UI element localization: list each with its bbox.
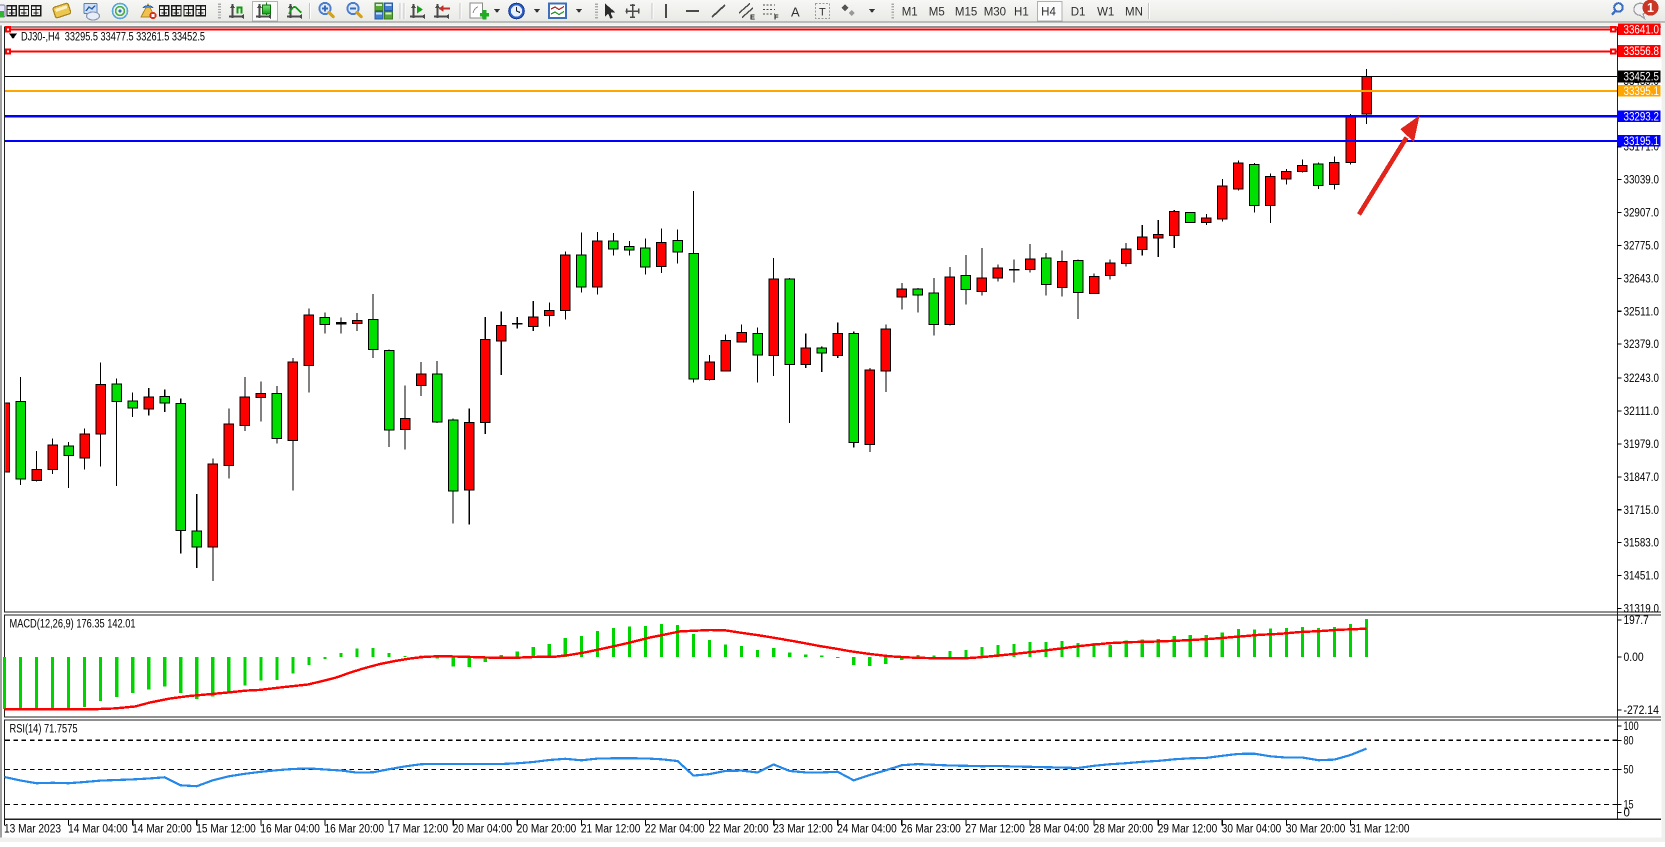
svg-text:27 Mar 12:00: 27 Mar 12:00 bbox=[965, 824, 1025, 836]
svg-text:33452.5: 33452.5 bbox=[1624, 72, 1659, 84]
svg-text:33556.8: 33556.8 bbox=[1624, 46, 1659, 58]
svg-text:F: F bbox=[774, 13, 779, 22]
svg-text:31583.0: 31583.0 bbox=[1624, 538, 1659, 550]
svg-text:13 Mar 2023: 13 Mar 2023 bbox=[4, 824, 61, 836]
svg-text:32643.0: 32643.0 bbox=[1624, 273, 1659, 285]
svg-text:32907.0: 32907.0 bbox=[1624, 208, 1659, 220]
svg-text:20 Mar 20:00: 20 Mar 20:00 bbox=[517, 824, 577, 836]
svg-text:20 Mar 04:00: 20 Mar 04:00 bbox=[453, 824, 513, 836]
svg-text:22 Mar 04:00: 22 Mar 04:00 bbox=[645, 824, 705, 836]
svg-text:197.7: 197.7 bbox=[1624, 615, 1649, 627]
svg-text:80: 80 bbox=[1624, 735, 1634, 747]
svg-text:MN: MN bbox=[1125, 7, 1143, 19]
svg-text:26 Mar 23:00: 26 Mar 23:00 bbox=[901, 824, 961, 836]
svg-text:22 Mar 20:00: 22 Mar 20:00 bbox=[709, 824, 769, 836]
svg-text:M15: M15 bbox=[955, 7, 977, 19]
svg-text:14 Mar 20:00: 14 Mar 20:00 bbox=[132, 824, 192, 836]
svg-text:15 Mar 12:00: 15 Mar 12:00 bbox=[196, 824, 256, 836]
svg-text:32775.0: 32775.0 bbox=[1624, 240, 1659, 252]
svg-text:0.00: 0.00 bbox=[1624, 652, 1644, 664]
svg-text:H1: H1 bbox=[1014, 7, 1029, 19]
svg-text:32111.0: 32111.0 bbox=[1624, 406, 1659, 418]
svg-text:31715.0: 31715.0 bbox=[1624, 505, 1659, 517]
svg-text:-272.14: -272.14 bbox=[1624, 705, 1660, 717]
svg-text:24 Mar 04:00: 24 Mar 04:00 bbox=[837, 824, 897, 836]
svg-text:31319.0: 31319.0 bbox=[1624, 604, 1659, 616]
svg-text:23 Mar 12:00: 23 Mar 12:00 bbox=[773, 824, 833, 836]
svg-text:33395.1: 33395.1 bbox=[1624, 86, 1659, 98]
svg-text:T: T bbox=[819, 7, 826, 19]
svg-text:RSI(14) 71.7575: RSI(14) 71.7575 bbox=[10, 724, 78, 736]
svg-text:32379.0: 32379.0 bbox=[1624, 339, 1659, 351]
svg-text:32243.0: 32243.0 bbox=[1624, 373, 1659, 385]
svg-text:M30: M30 bbox=[984, 7, 1006, 19]
svg-text:33039.0: 33039.0 bbox=[1624, 175, 1659, 187]
svg-text:32511.0: 32511.0 bbox=[1624, 306, 1659, 318]
svg-text:A: A bbox=[791, 5, 800, 20]
svg-text:E: E bbox=[750, 13, 755, 22]
svg-text:31847.0: 31847.0 bbox=[1624, 472, 1659, 484]
svg-text:MACD(12,26,9) 176.35 142.01: MACD(12,26,9) 176.35 142.01 bbox=[10, 619, 136, 631]
svg-text:33641.0: 33641.0 bbox=[1624, 25, 1659, 37]
svg-text:28 Mar 04:00: 28 Mar 04:00 bbox=[1030, 824, 1090, 836]
svg-text:0: 0 bbox=[1624, 808, 1630, 820]
svg-text:M5: M5 bbox=[929, 7, 945, 19]
svg-text:31 Mar 12:00: 31 Mar 12:00 bbox=[1350, 824, 1410, 836]
svg-text:H4: H4 bbox=[1041, 7, 1056, 19]
svg-text:33293.2: 33293.2 bbox=[1624, 112, 1659, 124]
svg-text:W1: W1 bbox=[1097, 7, 1114, 19]
svg-text:30 Mar 20:00: 30 Mar 20:00 bbox=[1286, 824, 1346, 836]
svg-text:29 Mar 12:00: 29 Mar 12:00 bbox=[1158, 824, 1218, 836]
svg-text:M1: M1 bbox=[902, 7, 918, 19]
svg-text:D1: D1 bbox=[1071, 7, 1086, 19]
svg-text:100: 100 bbox=[1624, 721, 1639, 733]
svg-text:16 Mar 20:00: 16 Mar 20:00 bbox=[325, 824, 385, 836]
svg-text:1: 1 bbox=[1647, 1, 1654, 15]
svg-text:21 Mar 12:00: 21 Mar 12:00 bbox=[581, 824, 641, 836]
svg-text:30 Mar 04:00: 30 Mar 04:00 bbox=[1222, 824, 1282, 836]
svg-text:31451.0: 31451.0 bbox=[1624, 571, 1659, 583]
svg-text:DJ30-,H4 33295.5 33477.5 3326: DJ30-,H4 33295.5 33477.5 33261.5 33452.5 bbox=[21, 32, 205, 44]
svg-text:17 Mar 12:00: 17 Mar 12:00 bbox=[389, 824, 449, 836]
svg-text:50: 50 bbox=[1624, 765, 1634, 777]
svg-text:33195.1: 33195.1 bbox=[1624, 136, 1659, 148]
svg-text:28 Mar 20:00: 28 Mar 20:00 bbox=[1094, 824, 1154, 836]
svg-text:16 Mar 04:00: 16 Mar 04:00 bbox=[260, 824, 320, 836]
svg-text:31979.0: 31979.0 bbox=[1624, 439, 1659, 451]
svg-text:14 Mar 04:00: 14 Mar 04:00 bbox=[68, 824, 128, 836]
